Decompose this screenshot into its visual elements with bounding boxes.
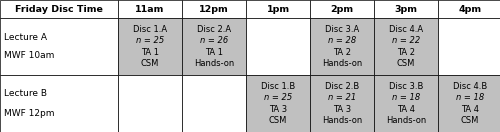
Text: TA 4: TA 4 <box>461 105 479 114</box>
Text: TA 2: TA 2 <box>333 48 351 57</box>
Text: Lecture B: Lecture B <box>4 89 47 98</box>
Text: n = 18: n = 18 <box>392 93 420 102</box>
Bar <box>0 18 118 75</box>
Text: TA 1: TA 1 <box>141 48 159 57</box>
Bar <box>0 75 118 132</box>
Text: 11am: 11am <box>136 4 164 13</box>
Bar <box>374 18 438 75</box>
Bar <box>182 75 246 132</box>
Text: Disc 1.B: Disc 1.B <box>261 82 295 91</box>
Text: n = 22: n = 22 <box>392 36 420 45</box>
Text: n = 25: n = 25 <box>136 36 164 45</box>
Text: TA 2: TA 2 <box>397 48 415 57</box>
Text: Disc 2.B: Disc 2.B <box>325 82 359 91</box>
Text: Lecture A: Lecture A <box>4 32 47 41</box>
Text: Hands-on: Hands-on <box>194 59 234 68</box>
Text: 2pm: 2pm <box>330 4 353 13</box>
Text: 12pm: 12pm <box>199 4 229 13</box>
Text: Disc 1.A: Disc 1.A <box>133 25 167 34</box>
Bar <box>246 0 310 18</box>
Text: n = 21: n = 21 <box>328 93 356 102</box>
Text: n = 26: n = 26 <box>200 36 228 45</box>
Bar <box>438 18 500 75</box>
Bar <box>118 75 182 132</box>
Text: Friday Disc Time: Friday Disc Time <box>15 4 103 13</box>
Bar <box>246 75 310 132</box>
Text: MWF 10am: MWF 10am <box>4 51 54 60</box>
Text: MWF 12pm: MWF 12pm <box>4 109 54 117</box>
Text: Hands-on: Hands-on <box>322 116 362 125</box>
Text: TA 3: TA 3 <box>333 105 351 114</box>
Bar <box>118 18 182 75</box>
Bar <box>246 18 310 75</box>
Text: CSM: CSM <box>397 59 415 68</box>
Text: Disc 4.A: Disc 4.A <box>389 25 423 34</box>
Text: TA 4: TA 4 <box>397 105 415 114</box>
Text: CSM: CSM <box>461 116 479 125</box>
Bar <box>438 0 500 18</box>
Text: Disc 4.B: Disc 4.B <box>453 82 487 91</box>
Bar <box>374 0 438 18</box>
Text: n = 18: n = 18 <box>456 93 484 102</box>
Text: 4pm: 4pm <box>458 4 481 13</box>
Bar <box>310 0 374 18</box>
Text: n = 25: n = 25 <box>264 93 292 102</box>
Text: Disc 3.B: Disc 3.B <box>389 82 423 91</box>
Bar <box>182 18 246 75</box>
Text: 1pm: 1pm <box>266 4 289 13</box>
Bar <box>438 75 500 132</box>
Text: TA 1: TA 1 <box>205 48 223 57</box>
Text: 3pm: 3pm <box>394 4 417 13</box>
Bar <box>310 18 374 75</box>
Text: CSM: CSM <box>141 59 159 68</box>
Text: Hands-on: Hands-on <box>322 59 362 68</box>
Text: Disc 3.A: Disc 3.A <box>325 25 359 34</box>
Text: CSM: CSM <box>269 116 287 125</box>
Bar <box>374 75 438 132</box>
Bar <box>310 75 374 132</box>
Text: Disc 2.A: Disc 2.A <box>197 25 231 34</box>
Text: TA 3: TA 3 <box>269 105 287 114</box>
Text: Hands-on: Hands-on <box>386 116 426 125</box>
Bar <box>0 0 118 18</box>
Text: n = 28: n = 28 <box>328 36 356 45</box>
Bar <box>118 0 182 18</box>
Bar <box>182 0 246 18</box>
